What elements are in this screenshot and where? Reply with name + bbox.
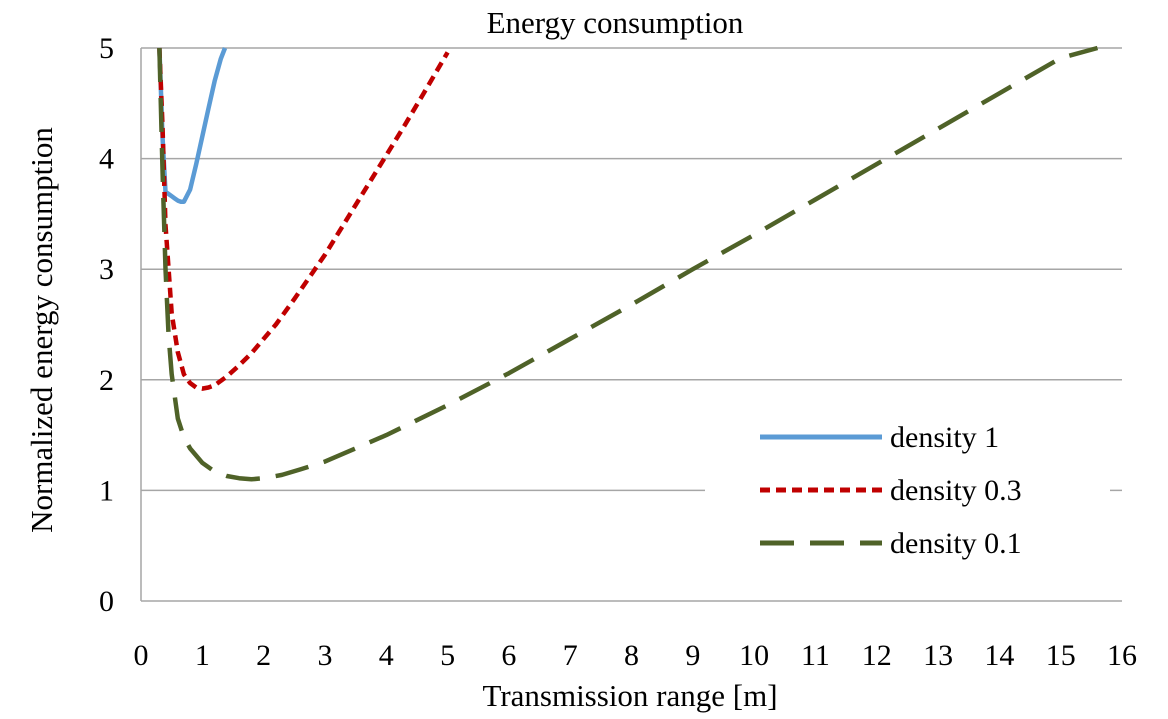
x-tick-label: 0 <box>134 639 149 672</box>
x-tick-label: 13 <box>923 639 953 672</box>
y-tick-label: 0 <box>99 585 114 618</box>
series-line-2 <box>157 47 450 391</box>
x-tick-label: 9 <box>685 639 700 672</box>
x-tick-label: 12 <box>862 639 892 672</box>
legend-label-1: density 1 <box>890 421 999 454</box>
series-layer <box>157 45 1099 482</box>
series-line-3 <box>157 45 1099 482</box>
x-tick-labels: 0 1 2 3 4 5 6 7 8 9 10 11 12 13 14 15 16 <box>134 639 1138 672</box>
y-tick-label: 3 <box>99 253 114 286</box>
x-tick-label: 10 <box>739 639 769 672</box>
chart-title: Energy consumption <box>487 5 744 40</box>
x-tick-label: 11 <box>801 639 830 672</box>
y-tick-labels: 0 1 2 3 4 5 <box>99 32 114 618</box>
y-tick-label: 5 <box>99 32 114 65</box>
x-tick-label: 2 <box>256 639 271 672</box>
series-line-1 <box>157 47 228 204</box>
legend: density 1 density 0.3 density 0.1 <box>760 421 1022 560</box>
x-tick-label: 5 <box>440 639 455 672</box>
x-tick-label: 6 <box>501 639 516 672</box>
y-tick-label: 4 <box>99 143 114 176</box>
x-tick-label: 16 <box>1107 639 1137 672</box>
x-tick-label: 1 <box>195 639 210 672</box>
x-tick-label: 14 <box>984 639 1014 672</box>
y-tick-label: 1 <box>99 474 114 507</box>
x-axis-title: Transmission range [m] <box>482 678 777 713</box>
legend-background <box>705 412 1110 578</box>
y-axis-title: Normalized energy consumption <box>24 127 59 533</box>
x-tick-label: 3 <box>317 639 332 672</box>
x-tick-label: 15 <box>1046 639 1076 672</box>
legend-label-3: density 0.1 <box>890 527 1022 560</box>
x-tick-label: 7 <box>563 639 578 672</box>
y-tick-label: 2 <box>99 364 114 397</box>
grid-lines <box>141 47 1122 602</box>
x-tick-label: 8 <box>624 639 639 672</box>
legend-label-2: density 0.3 <box>890 474 1022 507</box>
x-tick-label: 4 <box>379 639 394 672</box>
